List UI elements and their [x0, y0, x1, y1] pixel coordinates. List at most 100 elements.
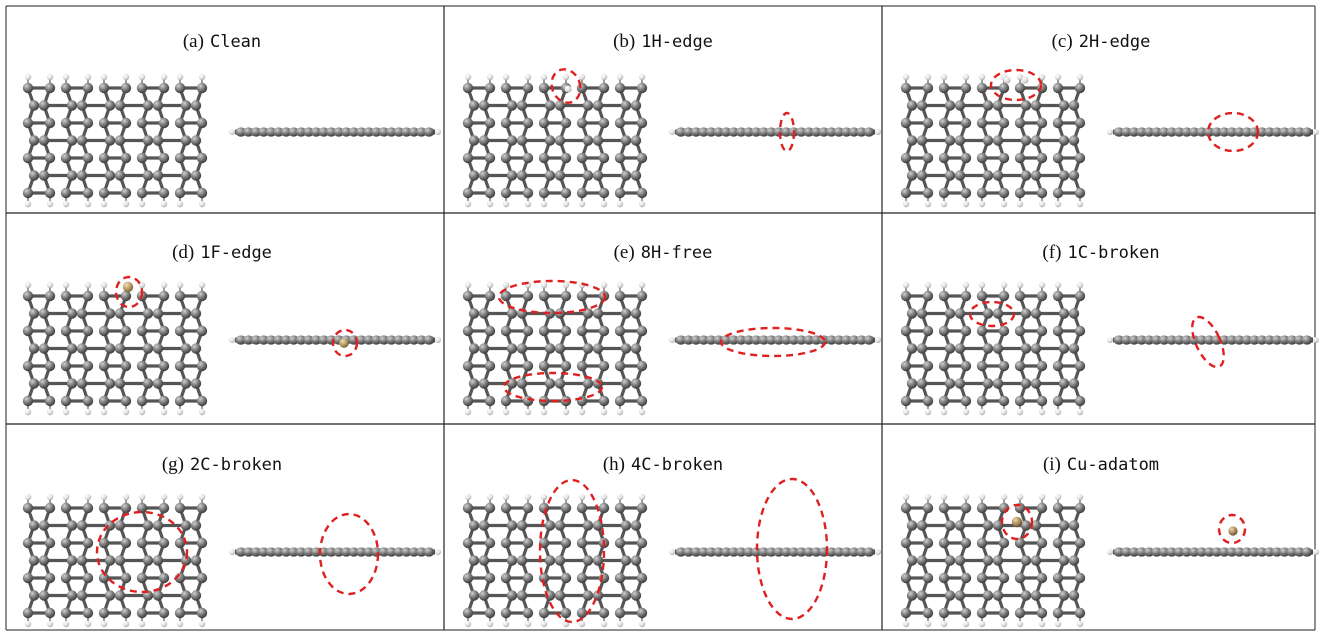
- carbon-atom: [136, 152, 148, 164]
- top-view: [22, 73, 208, 208]
- carbon-atom: [174, 82, 186, 94]
- hydrogen-atom: [524, 73, 532, 81]
- carbon-atom: [415, 127, 427, 137]
- carbon-atom: [560, 290, 572, 302]
- carbon-atom: [922, 572, 934, 584]
- hydrogen-atom: [198, 200, 206, 208]
- carbon-atom: [462, 117, 474, 129]
- carbon-atom: [916, 590, 928, 601]
- carbon-atom: [196, 325, 208, 337]
- carbon-atom: [98, 152, 110, 164]
- carbon-atom: [976, 607, 988, 619]
- side-view: [229, 547, 441, 557]
- carbon-atom: [810, 127, 822, 137]
- carbon-atom: [190, 135, 202, 146]
- carbon-atom: [60, 607, 72, 619]
- carbon-atom: [992, 170, 1004, 181]
- hydrogen-atom: [24, 408, 32, 416]
- carbon-atom: [60, 502, 72, 514]
- carbon-atom: [944, 135, 956, 146]
- highlight-ellipse: [497, 279, 607, 315]
- hydrogen-atom: [502, 281, 510, 289]
- carbon-atom: [378, 127, 390, 137]
- carbon-atom: [1058, 555, 1070, 566]
- panel-title-e: (e) 8H-free: [444, 241, 882, 264]
- carbon-atom: [22, 395, 34, 407]
- carbon-atom: [60, 395, 72, 407]
- hydrogen-atom: [46, 281, 54, 289]
- carbon-atom: [938, 290, 950, 302]
- panel-title-h: (h) 4C-broken: [444, 453, 882, 476]
- hydrogen-atom: [616, 493, 624, 501]
- carbon-atom: [916, 308, 928, 319]
- carbon-atom: [522, 502, 534, 514]
- carbon-atom: [76, 378, 88, 389]
- panel-variant: 1C-broken: [1067, 243, 1160, 263]
- carbon-atom: [180, 343, 192, 354]
- panel-i: [900, 493, 1319, 628]
- panel-label: (c): [1051, 31, 1073, 52]
- carbon-atom: [120, 187, 132, 199]
- carbon-atom: [333, 547, 345, 557]
- carbon-atom: [922, 82, 934, 94]
- carbon-atom: [614, 607, 626, 619]
- carbon-atom: [136, 572, 148, 584]
- carbon-atom: [28, 555, 40, 566]
- carbon-atom: [22, 325, 34, 337]
- hydrogen-atom: [600, 281, 608, 289]
- carbon-atom: [120, 152, 132, 164]
- hydrogen-atom: [540, 281, 548, 289]
- carbon-atom: [120, 360, 132, 372]
- carbon-atom: [478, 343, 490, 354]
- panel-g: [22, 493, 441, 628]
- carbon-atom: [1166, 127, 1178, 137]
- panel-title-c: (c) 2H-edge: [882, 30, 1320, 53]
- carbon-atom: [1158, 547, 1170, 557]
- carbon-atom: [998, 325, 1010, 337]
- hydrogen-atom: [84, 281, 92, 289]
- highlight-ellipse: [331, 328, 359, 358]
- carbon-atom: [538, 572, 550, 584]
- panel-d: [22, 281, 441, 416]
- carbon-atom: [1121, 547, 1133, 557]
- hydrogen-atom: [62, 73, 70, 81]
- top-view: [462, 281, 648, 416]
- carbon-atom: [104, 555, 116, 566]
- carbon-atom: [136, 360, 148, 372]
- carbon-atom: [916, 378, 928, 389]
- carbon-atom: [780, 127, 792, 137]
- side-view: [669, 127, 881, 137]
- hydrogen-atom: [122, 200, 130, 208]
- hydrogen-atom: [229, 129, 235, 135]
- carbon-atom: [1030, 170, 1042, 181]
- hydrogen-atom: [1313, 337, 1319, 343]
- carbon-atom: [1121, 335, 1133, 345]
- carbon-atom: [1074, 187, 1086, 199]
- carbon-atom: [196, 117, 208, 129]
- hydrogen-atom: [502, 620, 510, 628]
- carbon-atom: [114, 555, 126, 566]
- hydrogen-atom: [924, 493, 932, 501]
- carbon-atom: [174, 117, 186, 129]
- carbon-atom: [1058, 100, 1070, 111]
- carbon-atom: [960, 395, 972, 407]
- carbon-atom: [76, 520, 88, 531]
- carbon-atom: [1128, 547, 1140, 557]
- fluorine-atom: [339, 338, 349, 348]
- carbon-atom: [82, 152, 94, 164]
- copper-adatom: [1011, 516, 1023, 528]
- carbon-atom: [720, 335, 732, 345]
- carbon-atom: [243, 547, 255, 557]
- panel-h: [462, 493, 881, 628]
- carbon-atom: [630, 343, 642, 354]
- carbon-atom: [355, 547, 367, 557]
- carbon-atom: [1136, 547, 1148, 557]
- carbon-atom: [788, 547, 800, 557]
- carbon-atom: [944, 590, 956, 601]
- hydrogen-atom: [176, 493, 184, 501]
- carbon-atom: [840, 547, 852, 557]
- carbon-atom: [544, 170, 556, 181]
- carbon-atom: [900, 572, 912, 584]
- carbon-atom: [1188, 547, 1200, 557]
- carbon-atom: [1020, 135, 1032, 146]
